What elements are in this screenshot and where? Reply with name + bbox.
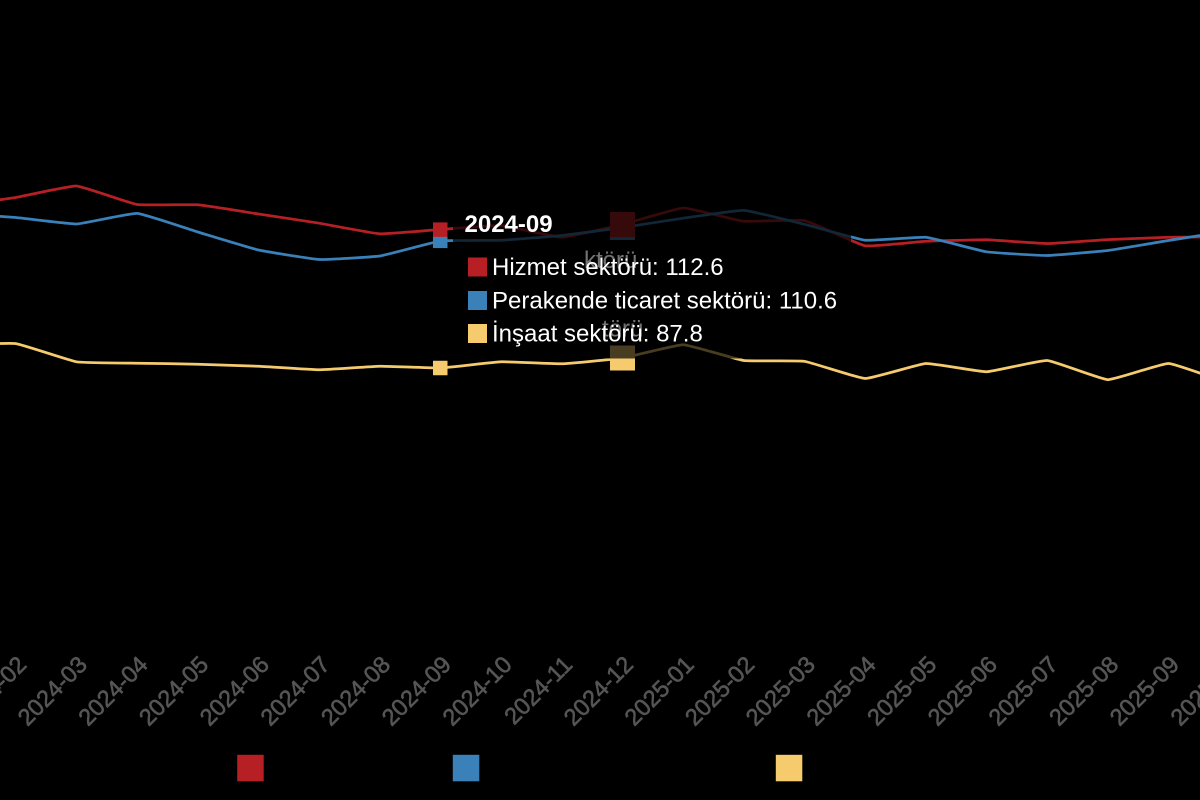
svg-text:törü: törü bbox=[602, 316, 643, 343]
svg-text:ktörü: ktörü bbox=[584, 247, 637, 274]
svg-text:İnşaat sektörü: 87.8: İnşaat sektörü: 87.8 bbox=[492, 320, 703, 347]
svg-text:2024-09: 2024-09 bbox=[465, 211, 553, 238]
svg-text:Perakende ticaret sektörü: 110: Perakende ticaret sektörü: 110.6 bbox=[492, 287, 837, 314]
svg-text:Hizmet sektörü: 112.6: Hizmet sektörü: 112.6 bbox=[492, 254, 724, 281]
